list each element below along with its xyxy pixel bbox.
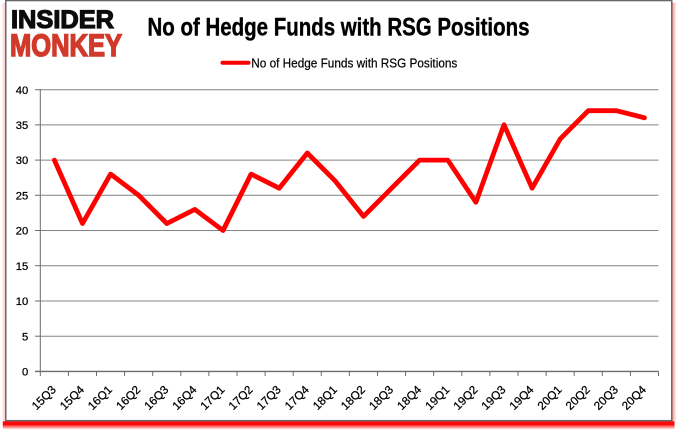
svg-text:MONKEY: MONKEY bbox=[10, 27, 122, 63]
svg-text:5: 5 bbox=[22, 331, 28, 343]
svg-text:INSIDER: INSIDER bbox=[11, 7, 114, 34]
svg-text:40: 40 bbox=[16, 85, 28, 97]
svg-text:20: 20 bbox=[16, 226, 28, 238]
svg-text:0: 0 bbox=[22, 367, 28, 379]
svg-text:30: 30 bbox=[16, 155, 28, 167]
svg-text:No of Hedge Funds with RSG Pos: No of Hedge Funds with RSG Positions bbox=[148, 15, 530, 42]
svg-text:35: 35 bbox=[16, 120, 28, 132]
svg-text:No of Hedge Funds with RSG Pos: No of Hedge Funds with RSG Positions bbox=[251, 55, 457, 70]
svg-text:10: 10 bbox=[16, 296, 28, 308]
svg-text:25: 25 bbox=[16, 190, 28, 202]
svg-text:15: 15 bbox=[16, 261, 28, 273]
